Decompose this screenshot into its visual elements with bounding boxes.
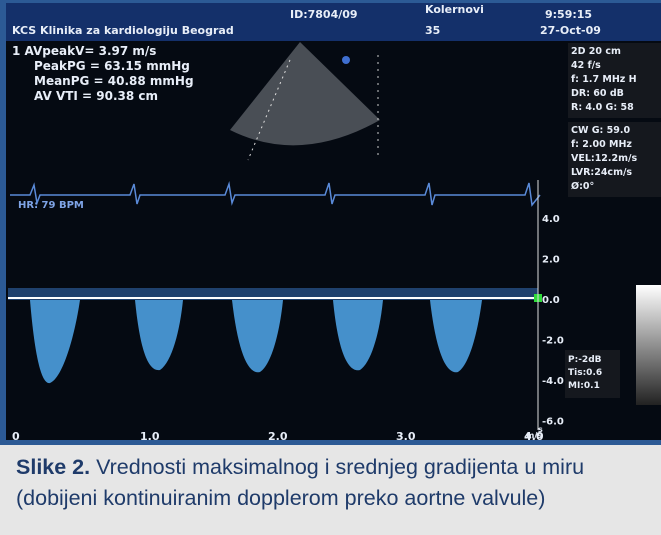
time-label: 2.0 xyxy=(268,430,288,443)
time-label: 3.0 xyxy=(396,430,416,443)
setting: 2D 20 cm xyxy=(571,46,621,57)
study-id: ID:7804/09 xyxy=(290,8,358,21)
velocity-label: -4.0 xyxy=(542,376,564,387)
velocity-label: -2.0 xyxy=(542,336,564,347)
measurement: AV VTI = 90.38 cm xyxy=(34,89,158,103)
velocity-label: -6.0 xyxy=(542,417,564,428)
caption-label: Slike 2. xyxy=(16,455,90,479)
setting: LVR:24cm/s xyxy=(571,167,632,178)
time: 9:59:15 xyxy=(545,8,592,21)
time-label: 0 xyxy=(12,430,20,443)
measurement: PeakPG = 63.15 mmHg xyxy=(34,59,190,73)
setting: VEL:12.2m/s xyxy=(571,153,638,164)
caption: Slike 2. Vrednosti maksimalnog i srednje… xyxy=(16,452,656,514)
caption-text: Vrednosti maksimalnog i srednjeg gradije… xyxy=(16,455,584,510)
ultrasound-image: KCS Klinika za kardiologiju Beograd ID:7… xyxy=(0,0,661,445)
velocity-label: 4.0 xyxy=(542,214,560,225)
grayscale-bar xyxy=(636,285,661,405)
time-unit: s xyxy=(538,425,543,434)
patient: Kolernovi xyxy=(425,3,484,16)
age: 35 xyxy=(425,24,440,37)
date: 27-Oct-09 xyxy=(540,24,601,37)
setting: Ø:0° xyxy=(571,181,594,192)
setting: CW G: 59.0 xyxy=(571,125,630,136)
institution: KCS Klinika za kardiologiju Beograd xyxy=(12,24,234,37)
velocity-label: 2.0 xyxy=(542,255,560,266)
output-setting: Tis:0.6 xyxy=(568,368,602,378)
setting: 42 f/s xyxy=(571,60,601,71)
time-label: 1.0 xyxy=(140,430,160,443)
heart-rate: HR: 79 BPM xyxy=(18,200,84,211)
setting: R: 4.0 G: 58 xyxy=(571,102,634,113)
output-power: P:-2dB Tis:0.6 MI:0.1 xyxy=(568,355,602,391)
output-setting: MI:0.1 xyxy=(568,381,600,391)
output-setting: P:-2dB xyxy=(568,355,602,365)
figure: KCS Klinika za kardiologiju Beograd ID:7… xyxy=(0,0,661,535)
measurement: 1 AVpeakV= 3.97 m/s xyxy=(12,44,156,58)
setting: f: 1.7 MHz H xyxy=(571,74,637,85)
setting: f: 2.00 MHz xyxy=(571,139,632,150)
velocity-label: 0.0 xyxy=(542,295,560,306)
focus-marker xyxy=(342,56,350,64)
setting: DR: 60 dB xyxy=(571,88,624,99)
measurement: MeanPG = 40.88 mmHg xyxy=(34,74,194,88)
